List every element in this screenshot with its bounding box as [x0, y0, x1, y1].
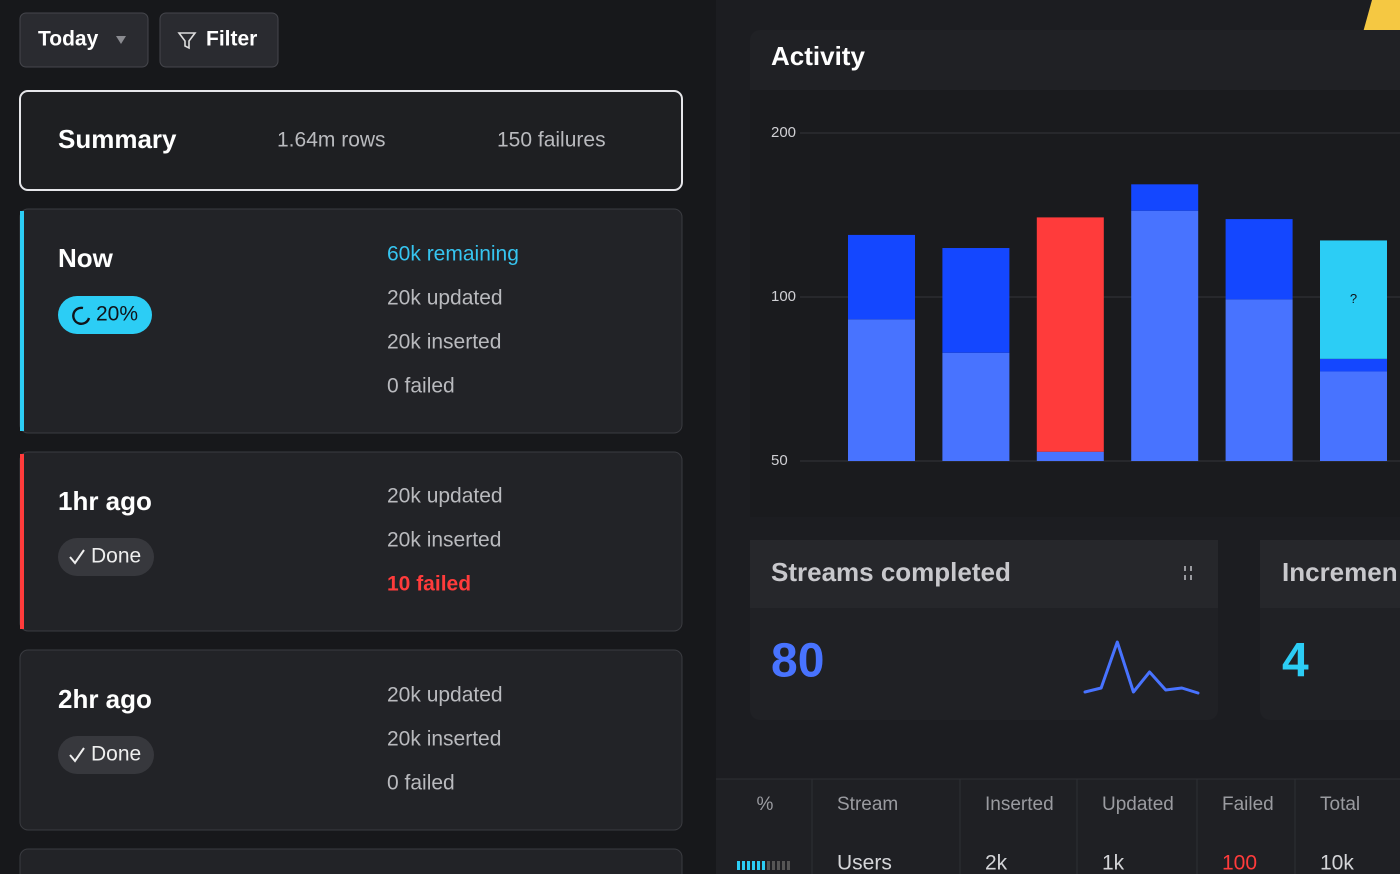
run-card[interactable] — [19, 848, 683, 874]
check-icon — [69, 549, 85, 565]
chart: 50 100 200? — [771, 124, 1400, 469]
bar-segment — [1320, 358, 1387, 372]
column-header: Stream — [837, 794, 898, 815]
bar-segment — [1131, 184, 1199, 211]
filter-button[interactable] — [159, 12, 279, 68]
bar-segment — [1036, 451, 1104, 461]
column-header: Updated — [1102, 794, 1174, 815]
column-header: % — [757, 794, 774, 815]
table-cell: 100 — [1222, 852, 1257, 874]
table-body: % Stream Inserted Updated Failed Total Users 2k… — [757, 779, 1360, 874]
drag-icon[interactable] — [1184, 566, 1192, 580]
table-cell: 10k — [1320, 852, 1354, 874]
status-pill — [58, 538, 154, 576]
dropdown-arrow — [116, 36, 126, 44]
stat-header — [750, 540, 1218, 608]
table-cell: 2k — [985, 852, 1008, 874]
bar-segment — [942, 352, 1010, 461]
sparkline — [1083, 640, 1200, 695]
stat-title: Streams completed — [771, 557, 1011, 587]
run-line: 20k inserted — [387, 728, 501, 751]
run-label: Now — [58, 243, 114, 273]
bar-segment — [848, 319, 915, 461]
y-tick-label: 200 — [771, 124, 796, 141]
status-text: Done — [91, 743, 141, 766]
run-line: 20k updated — [387, 287, 503, 310]
bar-segment — [942, 248, 1010, 353]
bar-segment — [1320, 240, 1387, 359]
status-text: 20% — [96, 303, 138, 326]
filter-icon — [177, 32, 197, 50]
progress-icon — [737, 861, 790, 870]
bar-segment — [848, 234, 915, 320]
stat-value: 80 — [771, 635, 824, 688]
bar-segment — [1036, 217, 1104, 452]
status-pill — [58, 736, 154, 774]
chart-title: Activity — [771, 41, 865, 71]
date-filter-label: Today — [38, 28, 99, 51]
run-line: 10 failed — [387, 573, 471, 596]
summary-rows: 1.64m rows — [277, 129, 386, 152]
stat-value: 4 — [1282, 635, 1309, 688]
run-line: 20k updated — [387, 684, 503, 707]
stat-title: Incremen — [1282, 557, 1398, 587]
bar-segment — [1131, 210, 1199, 461]
run-accent — [20, 211, 24, 431]
run-label: 1hr ago — [58, 486, 152, 516]
column-header: Total — [1320, 794, 1360, 815]
column-header: Inserted — [985, 794, 1054, 815]
table-cell: 1k — [1102, 852, 1125, 874]
bar-segment — [1225, 219, 1293, 300]
summary-card[interactable] — [19, 90, 683, 191]
run-line: 20k inserted — [387, 529, 501, 552]
y-tick-label: 50 — [771, 452, 788, 469]
table-cell: Users — [837, 852, 892, 874]
summary-title: Summary — [58, 124, 177, 154]
table — [716, 779, 1400, 874]
filter-label: Filter — [206, 28, 257, 51]
y-tick-label: 100 — [771, 288, 796, 305]
sparkline-path — [1083, 640, 1200, 695]
column-header: Failed — [1222, 794, 1274, 815]
run-line: 20k updated — [387, 485, 503, 508]
spinner-icon — [72, 306, 91, 325]
run-accent — [20, 454, 24, 629]
run-label: 2hr ago — [58, 684, 152, 714]
bar-segment — [1225, 299, 1293, 461]
status-text: Done — [91, 545, 141, 568]
run-line: 0 failed — [387, 772, 455, 795]
stat-header — [1260, 540, 1400, 608]
run-card[interactable] — [19, 649, 683, 831]
bar-annotation: ? — [1350, 291, 1357, 306]
bar-segment — [1320, 371, 1387, 461]
date-filter-button[interactable] — [19, 12, 149, 68]
check-icon — [69, 747, 85, 763]
summary-failures: 150 failures — [497, 129, 606, 152]
run-line: 20k inserted — [387, 331, 501, 354]
run-line: 60k remaining — [387, 243, 519, 266]
run-line: 0 failed — [387, 375, 455, 398]
